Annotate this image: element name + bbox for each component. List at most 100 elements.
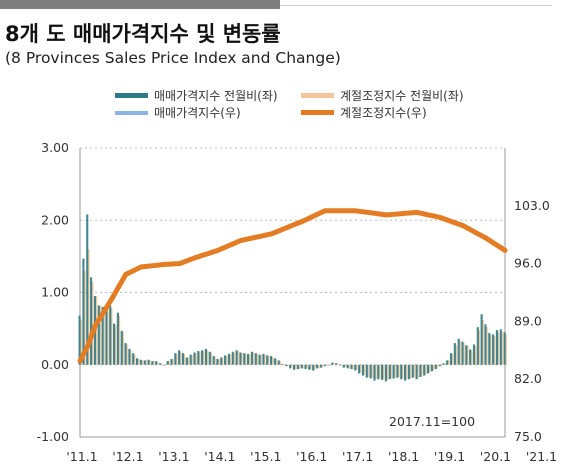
sales-change-bar [476,327,479,365]
sales-change-bar [312,364,315,371]
sales-change-bar [461,341,464,365]
seasonal-change-bar [255,353,258,365]
seasonal-change-bar [240,353,243,365]
seasonal-change-bar [393,364,396,378]
seasonal-change-bar [171,358,174,365]
seasonal-change-bar [409,364,412,379]
seasonal-change-bar [462,343,465,365]
seasonal-change-bar [217,358,220,365]
y-right-tick-label: 82.0 [514,371,542,386]
sales-change-bar [388,364,391,380]
seasonal-change-bar [359,364,362,373]
seasonal-change-bar [424,364,427,375]
sales-change-bar [338,364,342,366]
sales-change-bar [449,353,453,365]
seasonal-change-bar [297,364,301,370]
sales-change-bar [254,353,257,365]
sales-change-bar [143,360,146,365]
seasonal-change-bar [332,362,335,365]
sales-change-bar [277,360,280,365]
sales-change-bar [185,357,188,365]
x-tick-label: '13.1 [158,449,189,464]
x-tick-label: '16.1 [296,449,327,464]
seasonal-change-bar [198,351,201,365]
sales-change-bar [446,360,449,365]
sales-change-bar [342,364,345,368]
seasonal-change-bar [466,345,469,365]
sales-change-bar [124,343,127,365]
sales-change-bar [151,361,154,365]
sales-change-bar [273,358,276,365]
seasonal-change-bar [504,333,507,365]
seasonal-change-bar [160,363,163,365]
sales-change-bar [484,324,487,365]
seasonal-change-bar [412,364,415,378]
sales-change-bar [415,364,418,380]
seasonal-change-bar [294,364,297,370]
x-tick-label: '17.1 [342,449,373,464]
sales-change-bar [266,355,269,365]
seasonal-change-bar [309,364,312,370]
seasonal-change-bar [152,361,155,365]
sales-change-bar [335,363,338,365]
x-tick-label: '11.1 [66,449,97,464]
sales-change-bar [407,364,410,380]
seasonal-change-bar [167,361,170,365]
sales-change-bar [281,364,284,365]
seasonal-change-bar [320,364,324,368]
sales-change-bar [426,364,430,374]
seasonal-change-bar [347,364,350,369]
sales-change-bar [323,364,326,367]
seasonal-change-bar [102,306,105,365]
sales-change-bar [216,358,219,365]
seasonal-change-bar [144,360,147,365]
seasonal-index-line [77,208,508,364]
seasonal-change-bar [351,364,354,370]
seasonal-change-bar [447,360,450,365]
sales-change-bar [373,364,376,381]
seasonal-change-bar [443,363,446,365]
seasonal-change-bar [416,364,419,379]
sales-change-bar [361,364,364,376]
seasonal-change-bar [190,355,193,365]
y-right-tick-label: 103.0 [514,198,550,213]
seasonal-change-bar [79,319,82,365]
seasonal-change-bar [500,331,504,365]
sales-change-bar [354,364,357,371]
sales-change-bar [289,364,292,369]
seasonal-change-bar [213,356,216,365]
sales-change-bar [457,338,460,365]
sales-change-bar [488,332,491,365]
legend-swatch [301,110,334,115]
sales-change-bar [135,358,139,365]
seasonal-change-bar [282,364,285,365]
sales-change-bar [377,364,380,380]
seasonal-change-bar [474,345,477,365]
sales-change-bar [212,356,215,365]
sales-change-bar [208,351,211,365]
sales-change-bar [480,314,483,365]
seasonal-change-bar [129,350,132,365]
seasonal-change-bar [286,364,289,367]
y-left-tick-label: 0.00 [41,357,69,372]
y-right-tick-label: 89.0 [514,313,542,328]
sales-change-bar [170,358,173,365]
seasonal-change-bar [386,364,389,380]
seasonal-change-bar [275,358,278,365]
seasonal-change-bar [121,332,124,365]
x-tick-label: '20.1 [480,449,511,464]
sales-change-bar [308,364,311,370]
seasonal-change-bar [343,364,347,367]
legend-label: 매매가격지수 전월비(좌) [154,89,278,103]
seasonal-change-bar [485,327,488,365]
legend-label: 계절조정지수(우) [340,106,427,120]
title-bar-rule [280,5,552,6]
sales-change-bar [128,348,131,365]
seasonal-change-bar [252,352,255,365]
seasonal-change-bar [267,356,270,365]
seasonal-change-bar [405,364,408,380]
seasonal-change-bar [493,335,496,365]
seasonal-change-bar [148,360,151,365]
seasonal-change-bar [114,325,117,365]
